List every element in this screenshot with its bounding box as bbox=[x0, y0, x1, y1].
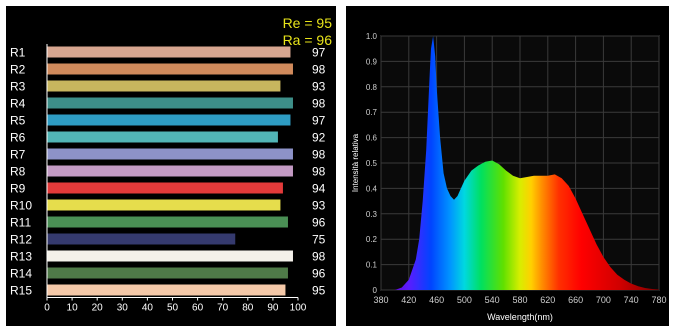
bar-r2 bbox=[47, 63, 293, 75]
y-tick-label: 0.2 bbox=[366, 235, 378, 244]
value-label: 98 bbox=[312, 148, 326, 162]
y-tick-label: 0.4 bbox=[366, 184, 378, 193]
spectrum-chart: 380 420 460 500 540 580 620 660 700 740 780 0 0.1 0.2… bbox=[351, 32, 667, 322]
x-tick-label: 10 bbox=[67, 303, 79, 314]
x-tick-label: 620 bbox=[540, 295, 555, 305]
y-tick-label: 1.0 bbox=[366, 32, 378, 41]
bar-r6 bbox=[47, 131, 278, 143]
x-tick-label: 540 bbox=[485, 295, 500, 305]
x-tick-label: 20 bbox=[92, 303, 104, 314]
category-label: R8 bbox=[10, 165, 26, 179]
category-label: R14 bbox=[10, 267, 32, 281]
value-label: 98 bbox=[312, 97, 326, 111]
x-tick-label: 380 bbox=[373, 295, 388, 305]
bar-r7 bbox=[47, 148, 293, 160]
y-tick-label: 0.3 bbox=[366, 210, 378, 219]
category-label: R2 bbox=[10, 63, 26, 77]
spectrum-area bbox=[381, 36, 659, 290]
category-label: R5 bbox=[10, 114, 26, 128]
x-tick-label: 80 bbox=[242, 303, 254, 314]
category-label: R3 bbox=[10, 80, 26, 94]
value-label: 98 bbox=[312, 250, 326, 264]
x-tick-label: 460 bbox=[429, 295, 444, 305]
bar-r5 bbox=[47, 114, 291, 126]
bar-r13 bbox=[47, 250, 293, 262]
x-tick-label: 580 bbox=[512, 295, 527, 305]
bar-r9 bbox=[47, 182, 283, 194]
spectrum-chart-panel: 380 420 460 500 540 580 620 660 700 740 780 0 0.1 0.2… bbox=[346, 6, 669, 326]
x-tick-label: 660 bbox=[568, 295, 583, 305]
category-label: R13 bbox=[10, 250, 32, 264]
value-label: 96 bbox=[312, 267, 326, 281]
bar-r4 bbox=[47, 97, 293, 109]
value-label: 75 bbox=[312, 233, 326, 247]
x-tick-label: 0 bbox=[44, 303, 50, 314]
x-tick-label: 700 bbox=[596, 295, 611, 305]
category-label: R6 bbox=[10, 131, 26, 145]
category-label: R7 bbox=[10, 148, 26, 162]
bar-r11 bbox=[47, 216, 288, 228]
x-tick-label: 50 bbox=[167, 303, 179, 314]
y-tick-label: 0.5 bbox=[366, 159, 378, 168]
y-tick-label: 0.1 bbox=[366, 261, 378, 270]
y-tick-label: 0.9 bbox=[366, 57, 378, 66]
value-label: 96 bbox=[312, 216, 326, 230]
value-label: 93 bbox=[312, 199, 326, 213]
x-tick-label: 500 bbox=[457, 295, 472, 305]
value-label: 93 bbox=[312, 80, 326, 94]
y-axis-label: Intensità relativa bbox=[351, 133, 360, 192]
x-tick-label: 90 bbox=[267, 303, 279, 314]
ra-label: Ra = 96 bbox=[283, 32, 333, 48]
x-tick-label: 60 bbox=[192, 303, 204, 314]
category-label: R1 bbox=[10, 46, 26, 60]
bar-r3 bbox=[47, 80, 281, 92]
bar-r10 bbox=[47, 199, 281, 211]
value-label: 98 bbox=[312, 165, 326, 179]
x-tick-label: 740 bbox=[624, 295, 639, 305]
value-label: 94 bbox=[312, 182, 326, 196]
category-label: R15 bbox=[10, 284, 32, 298]
bar-r14 bbox=[47, 267, 288, 279]
bar-r15 bbox=[47, 284, 286, 296]
bar-r1 bbox=[47, 46, 291, 58]
value-label: 98 bbox=[312, 63, 326, 77]
y-tick-label: 0 bbox=[373, 286, 378, 295]
x-tick-label: 100 bbox=[290, 303, 307, 314]
y-tick-label: 0.6 bbox=[366, 134, 378, 143]
bar-r12 bbox=[47, 233, 236, 245]
y-tick-label: 0.8 bbox=[366, 83, 378, 92]
value-label: 92 bbox=[312, 131, 326, 145]
x-tick-label: 780 bbox=[651, 295, 666, 305]
category-label: R4 bbox=[10, 97, 26, 111]
x-axis-label: Wavelength(nm) bbox=[487, 312, 553, 322]
re-label: Re = 95 bbox=[283, 15, 333, 31]
value-label: 95 bbox=[312, 284, 326, 298]
category-label: R10 bbox=[10, 199, 32, 213]
category-label: R9 bbox=[10, 182, 26, 196]
value-label: 97 bbox=[312, 46, 326, 60]
cri-bar-chart: Re = 95 Ra = 96 R1 97 R2 98 R3 93 R4 98 R5 97 R6 92… bbox=[10, 15, 333, 314]
x-tick-label: 420 bbox=[401, 295, 416, 305]
category-label: R12 bbox=[10, 233, 32, 247]
category-label: R11 bbox=[10, 216, 31, 230]
x-tick-label: 40 bbox=[142, 303, 154, 314]
cri-chart-panel: Re = 95 Ra = 96 R1 97 R2 98 R3 93 R4 98 R5 97 R6 92… bbox=[6, 6, 336, 326]
y-tick-label: 0.7 bbox=[366, 108, 378, 117]
bar-r8 bbox=[47, 165, 293, 177]
x-tick-label: 70 bbox=[217, 303, 229, 314]
x-tick-label: 30 bbox=[117, 303, 129, 314]
value-label: 97 bbox=[312, 114, 326, 128]
